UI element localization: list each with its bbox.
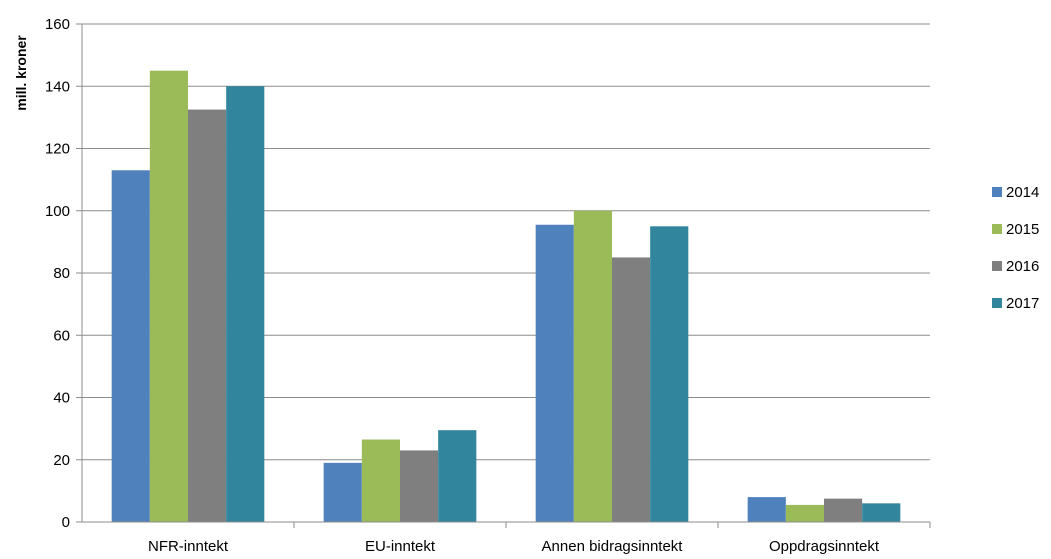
y-tick-label: 40 — [53, 390, 70, 407]
y-tick-label: 60 — [53, 327, 70, 344]
y-tick-label: 160 — [45, 16, 70, 33]
x-category-label: Oppdragsinntekt — [769, 538, 880, 554]
legend-label-2017: 2017 — [1006, 295, 1039, 312]
legend-label-2016: 2016 — [1006, 258, 1039, 275]
y-tick-label: 140 — [45, 78, 70, 95]
bar-2014-eu-inntekt — [323, 462, 362, 522]
bar-2015-nfr-inntekt — [149, 70, 188, 522]
bar-2017-nfr-inntekt — [226, 86, 265, 522]
bar-2016-oppdragsinntekt — [824, 498, 863, 522]
bar-2016-annen-bidragsinntekt — [612, 257, 651, 522]
y-tick-label: 80 — [53, 265, 70, 282]
legend-swatch-2014 — [992, 187, 1002, 197]
legend-label-2015: 2015 — [1006, 221, 1039, 238]
y-tick-label: 100 — [45, 203, 70, 220]
bar-2015-annen-bidragsinntekt — [573, 210, 612, 522]
legend-swatch-2016 — [992, 261, 1002, 271]
x-category-label: Annen bidragsinntekt — [542, 538, 684, 554]
legend-swatch-2017 — [992, 298, 1002, 308]
legend-swatch-2015 — [992, 224, 1002, 234]
bar-2015-oppdragsinntekt — [785, 504, 824, 522]
y-tick-label: 0 — [62, 514, 70, 531]
bar-2014-oppdragsinntekt — [747, 497, 786, 522]
bar-2016-eu-inntekt — [400, 450, 439, 522]
x-category-label: EU-inntekt — [365, 538, 436, 554]
bar-2017-eu-inntekt — [438, 430, 477, 522]
legend-label-2014: 2014 — [1006, 184, 1039, 201]
y-tick-label: 120 — [45, 141, 70, 158]
axes: 0 20 40 60 80 100 120 140 160 NFR-inntekt EU-innte… — [45, 16, 931, 555]
legend: 2014 2015 2016 2017 — [992, 184, 1039, 312]
bar-2017-annen-bidragsinntekt — [650, 226, 689, 522]
x-category-label: NFR-inntekt — [148, 538, 229, 554]
bar-2014-nfr-inntekt — [111, 170, 150, 522]
bar-2015-eu-inntekt — [361, 439, 400, 522]
y-axis-title: mill. kroner — [13, 35, 29, 111]
y-tick-label: 20 — [53, 452, 70, 469]
bar-2017-oppdragsinntekt — [862, 503, 901, 522]
bars — [111, 70, 901, 522]
bar-2014-annen-bidragsinntekt — [535, 224, 574, 522]
bar-2016-nfr-inntekt — [188, 109, 227, 522]
